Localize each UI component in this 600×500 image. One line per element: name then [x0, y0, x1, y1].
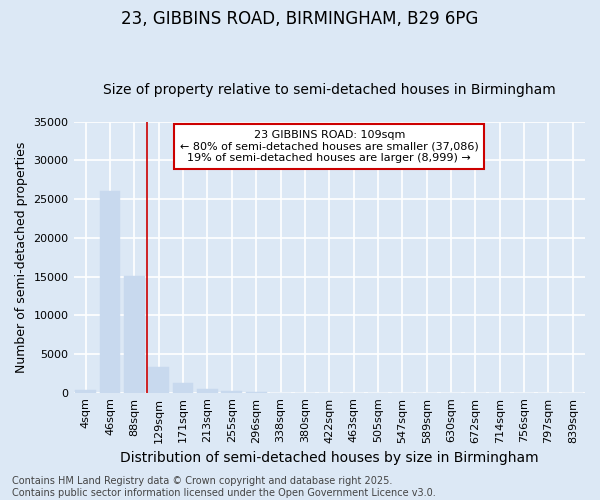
Bar	[124, 276, 145, 392]
Bar	[197, 389, 218, 392]
Text: 23 GIBBINS ROAD: 109sqm
← 80% of semi-detached houses are smaller (37,086)
19% o: 23 GIBBINS ROAD: 109sqm ← 80% of semi-de…	[180, 130, 479, 163]
X-axis label: Distribution of semi-detached houses by size in Birmingham: Distribution of semi-detached houses by …	[120, 451, 539, 465]
Title: Size of property relative to semi-detached houses in Birmingham: Size of property relative to semi-detach…	[103, 83, 556, 97]
Bar	[173, 384, 193, 392]
Bar	[100, 190, 121, 392]
Text: 23, GIBBINS ROAD, BIRMINGHAM, B29 6PG: 23, GIBBINS ROAD, BIRMINGHAM, B29 6PG	[121, 10, 479, 28]
Bar	[148, 367, 169, 392]
Bar	[76, 390, 96, 392]
Text: Contains HM Land Registry data © Crown copyright and database right 2025.
Contai: Contains HM Land Registry data © Crown c…	[12, 476, 436, 498]
Y-axis label: Number of semi-detached properties: Number of semi-detached properties	[15, 142, 28, 373]
